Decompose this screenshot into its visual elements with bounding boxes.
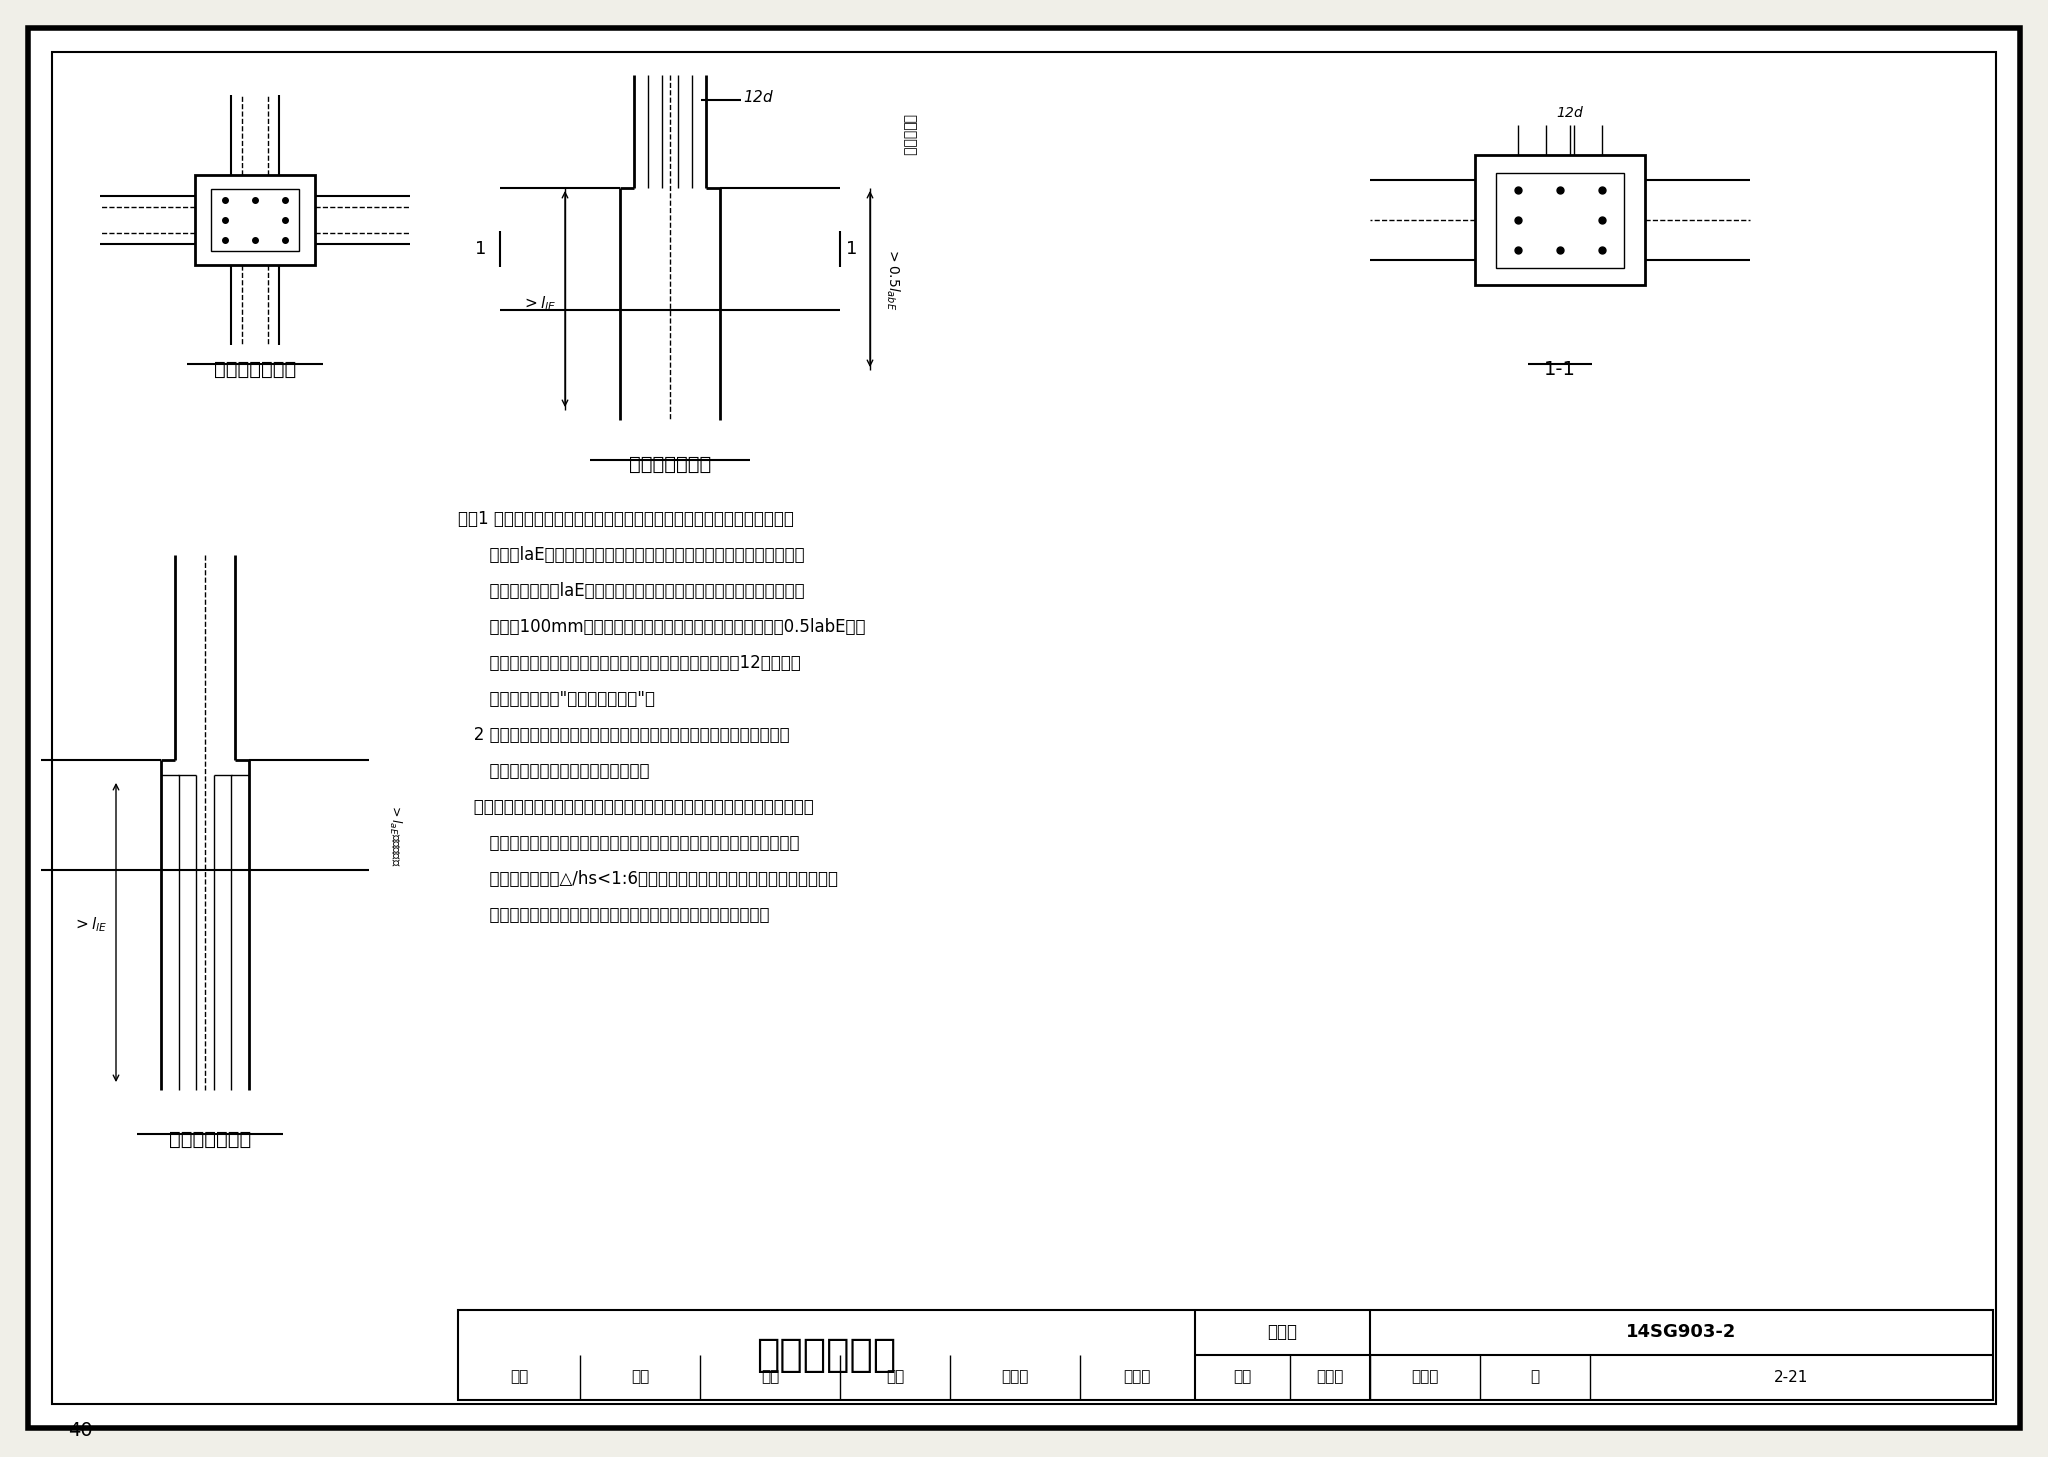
Text: 刘迎焚: 刘迎焚 bbox=[1001, 1370, 1028, 1384]
Text: 受力钢筋弯折（△/hs<1:6）伸到上层的做法时，应对此区域进行加强：: 受力钢筋弯折（△/hs<1:6）伸到上层的做法时，应对此区域进行加强： bbox=[459, 870, 838, 887]
Text: $>l_{aE}$且伸至梁顶: $>l_{aE}$且伸至梁顶 bbox=[387, 803, 403, 867]
Text: 图集号: 图集号 bbox=[1268, 1323, 1296, 1340]
Bar bbox=[1475, 154, 1645, 286]
Bar bbox=[1495, 173, 1624, 268]
Text: 变截面柱（一）: 变截面柱（一） bbox=[213, 360, 297, 379]
Text: 审核: 审核 bbox=[510, 1370, 528, 1384]
Text: 校对: 校对 bbox=[887, 1370, 903, 1384]
Text: 向钢筋直径，见"变截面柱（二）"。: 向钢筋直径，见"变截面柱（二）"。 bbox=[459, 691, 655, 708]
Text: 郭晓光: 郭晓光 bbox=[1411, 1370, 1438, 1384]
Text: 设计: 设计 bbox=[1233, 1370, 1251, 1384]
Text: 12$d$: 12$d$ bbox=[743, 89, 774, 105]
Text: 注：下层柱纵向受力钢筋弯折伸到上层的做法，会使下柱顶局部（框架梁截面: 注：下层柱纵向受力钢筋弯折伸到上层的做法，会使下柱顶局部（框架梁截面 bbox=[459, 798, 813, 816]
Text: 郭晓光: 郭晓光 bbox=[1317, 1370, 1343, 1384]
Text: 不小于100mm）内水平弯折，弯折前的竖直投影长度不小于0.5labE，且: 不小于100mm）内水平弯折，弯折前的竖直投影长度不小于0.5labE，且 bbox=[459, 618, 866, 637]
Text: 刘彻: 刘彻 bbox=[762, 1370, 778, 1384]
Text: 2-21: 2-21 bbox=[1774, 1370, 1808, 1384]
Text: $>l_{lE}$: $>l_{lE}$ bbox=[74, 915, 109, 934]
Text: 钢筋的锚固长度laE时，应将柱纵向受力钢筋向梁内、板（现浇板厚度: 钢筋的锚固长度laE时，应将柱纵向受力钢筋向梁内、板（现浇板厚度 bbox=[459, 581, 805, 600]
Text: 1: 1 bbox=[846, 240, 858, 258]
Text: $>0.5l_{abE}$: $>0.5l_{abE}$ bbox=[885, 248, 901, 310]
Text: 页: 页 bbox=[1530, 1370, 1540, 1384]
Text: 12$d$: 12$d$ bbox=[1556, 105, 1585, 119]
Text: 如采取设置钢筋网片、箍筋加强等措施，具体措施见设计标注。: 如采取设置钢筋网片、箍筋加强等措施，具体措施见设计标注。 bbox=[459, 906, 770, 924]
Text: 变截面柱（二）: 变截面柱（二） bbox=[629, 455, 711, 474]
Text: 且伸至梁顶: 且伸至梁顶 bbox=[901, 114, 915, 156]
Text: $>l_{lE}$: $>l_{lE}$ bbox=[522, 294, 557, 313]
Text: 1: 1 bbox=[475, 240, 485, 258]
Bar bbox=[211, 189, 299, 251]
Text: 注：1 四边收进的变截面柱，下层柱纵向受力钢筋应在梁中锚固，直锚长度: 注：1 四边收进的变截面柱，下层柱纵向受力钢筋应在梁中锚固，直锚长度 bbox=[459, 510, 795, 527]
Text: 以外部分）形成较大的素混凝土区域，故不宜采用；当采用下层柱纵向: 以外部分）形成较大的素混凝土区域，故不宜采用；当采用下层柱纵向 bbox=[459, 833, 799, 852]
Text: 14SG903-2: 14SG903-2 bbox=[1626, 1323, 1737, 1340]
Text: 不小于laE，且伸至下层柱顶（梁顶）；当梁高度不能满足柱纵向受力: 不小于laE，且伸至下层柱顶（梁顶）；当梁高度不能满足柱纵向受力 bbox=[459, 546, 805, 564]
Bar bbox=[459, 1310, 1993, 1400]
Text: 2 当两个方向梁底标高不同时，锚固长度应从较高标高的梁（截面高度: 2 当两个方向梁底标高不同时，锚固长度应从较高标高的梁（截面高度 bbox=[459, 726, 791, 745]
Text: 40: 40 bbox=[68, 1421, 92, 1440]
Text: 应伸至下柱柱顶（梁顶），弯折后的水平投影长度不小于12倍的柱纵: 应伸至下柱柱顶（梁顶），弯折后的水平投影长度不小于12倍的柱纵 bbox=[459, 654, 801, 672]
Text: 较小的梁）底计算竖直段锚固长度。: 较小的梁）底计算竖直段锚固长度。 bbox=[459, 762, 649, 779]
Text: 门迎晖: 门迎晖 bbox=[1122, 1370, 1151, 1384]
Text: 刘敏: 刘敏 bbox=[631, 1370, 649, 1384]
Text: 变截面柱构造: 变截面柱构造 bbox=[756, 1336, 897, 1374]
Bar bbox=[195, 175, 315, 265]
Text: 变截面柱（一）: 变截面柱（一） bbox=[168, 1131, 252, 1150]
Text: 1-1: 1-1 bbox=[1544, 360, 1577, 379]
